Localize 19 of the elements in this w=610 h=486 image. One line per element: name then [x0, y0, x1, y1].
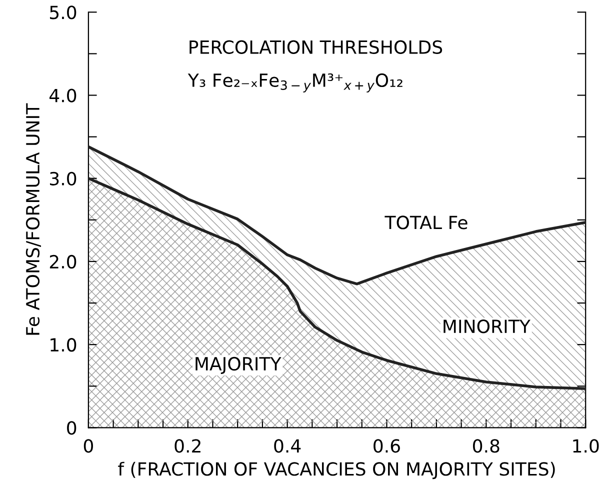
y-tick-label: 1.0 [50, 338, 76, 352]
text: PERCOLATION THRESHOLDS [190, 40, 442, 54]
y-axis-title: Fe ATOMS/FORMULA UNIT [26, 103, 41, 335]
annotation: MINORITY [444, 320, 530, 334]
x-tick-label: 1.0 [573, 439, 599, 453]
annotation: TOTAL Fe [384, 216, 468, 230]
annotation: MAJORITY [196, 356, 282, 374]
y-tick-label: 4.0 [50, 88, 76, 102]
y-tick-label: 3.0 [50, 172, 76, 186]
y-tick-label: 5.0 [50, 6, 76, 20]
x-axis-title: f (FRACTION OF VACANCIES ON MAJORITY SITES) [118, 462, 555, 480]
x-tick-label: 0.8 [473, 439, 500, 453]
x-tick-label: 0.4 [274, 439, 301, 453]
text: Y₃ Fe₂₋ₓFe$_{3−y}$M³⁺$_{x+y}$O₁₂ [188, 73, 402, 92]
x-tick-label: 0 [84, 439, 93, 453]
x-tick-label: 0.6 [374, 439, 400, 453]
y-tick-label: 2.0 [50, 254, 76, 269]
y-tick-label: 0 [67, 421, 76, 435]
x-tick-label: 0.2 [174, 439, 200, 453]
